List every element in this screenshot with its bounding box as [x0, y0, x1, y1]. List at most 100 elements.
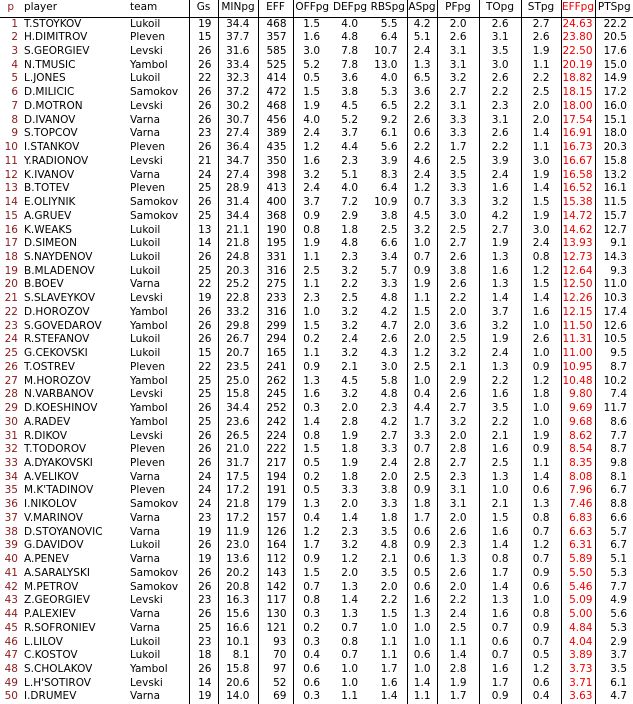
table-row: 23 S.GOVEDAROV Yambol 26 29.8 299 1.5 3.2 4.7 2.0…	[0, 319, 633, 334]
cell-effpg: 9.69	[560, 402, 595, 416]
header-aspg[interactable]: ASpg	[406, 0, 437, 18]
cell-gs: 23	[188, 635, 218, 650]
cell-eff: 70	[257, 649, 293, 663]
cell-p: 23	[4, 319, 18, 332]
cell-player: L.JONES	[24, 72, 66, 85]
header-player[interactable]: player	[20, 0, 128, 18]
cell-team: Yambol	[130, 402, 168, 415]
cell-pfpg: 2.5	[436, 223, 479, 238]
cell-p: 9	[11, 127, 18, 140]
cell-topg: 3.7	[478, 305, 521, 320]
cell-pfpg: 1.9	[436, 676, 479, 691]
cell-stpg: 1.4	[520, 127, 561, 142]
cell-p: 11	[4, 154, 18, 167]
header-rbspg[interactable]: RBSpg	[369, 0, 407, 18]
cell-aspg: 6.5	[406, 72, 437, 87]
cell-defpg: 3.6	[341, 72, 358, 85]
cell-rbspg: 1.4	[380, 690, 398, 703]
cell-rbspg: 3.5	[380, 525, 398, 538]
cell-aspg: 4.5	[406, 209, 437, 224]
cell-ptspg: 8.7	[594, 360, 633, 375]
cell-stpg: 3.0	[520, 154, 561, 169]
cell-player: H.DIMITROV	[24, 31, 88, 44]
cell-gs: 26	[188, 113, 218, 128]
cell-minpg: 29.8	[217, 319, 258, 334]
table-row: 27 M.HOROZOV Yambol 25 25.0 262 1.3 4.5 5.8 1.0 2.…	[0, 374, 633, 389]
header-minpg[interactable]: MINpg	[217, 0, 258, 18]
cell-eff: 164	[257, 539, 293, 554]
cell-p: 5	[11, 72, 18, 85]
cell-eff: 142	[257, 580, 293, 595]
cell-player: S.CHOLAKOV	[24, 663, 93, 675]
cell-pfpg: 3.6	[436, 319, 479, 334]
cell-effpg: 7.96	[560, 484, 595, 499]
cell-effpg: 16.58	[560, 168, 595, 183]
header-offpg[interactable]: OFFpg	[292, 0, 331, 18]
cell-eff: 126	[257, 525, 293, 540]
cell-stpg: 1.3	[520, 498, 561, 512]
cell-gs: 25	[188, 374, 218, 389]
cell-gs: 26	[188, 141, 218, 155]
cell-minpg: 34.4	[217, 402, 258, 416]
cell-offpg: 1.1	[292, 250, 331, 265]
cell-p: 46	[4, 635, 18, 648]
cell-team: Varna	[130, 278, 161, 291]
cell-topg: 2.2	[478, 415, 521, 430]
cell-rbspg: 3.4	[380, 250, 398, 263]
header-p[interactable]: p	[0, 0, 20, 18]
cell-player: D.HOROZOV	[24, 305, 90, 318]
cell-effpg: 11.31	[560, 333, 595, 348]
cell-p: 47	[4, 649, 18, 662]
table-row: 3 S.GEORGIEV Levski 26 31.6 585 3.0 7.8 10.7 2.4 3…	[0, 44, 633, 59]
cell-topg: 1.6	[478, 662, 521, 677]
cell-minpg: 25.0	[217, 374, 258, 389]
cell-player: R.SOFRONIEV	[24, 621, 96, 634]
cell-effpg: 12.73	[560, 250, 595, 265]
cell-offpg: 0.3	[292, 635, 331, 650]
cell-eff: 299	[257, 319, 293, 334]
cell-p: 30	[4, 415, 18, 428]
cell-rbspg: 6.4	[380, 182, 398, 195]
header-ptspg[interactable]: PTSpg	[594, 0, 633, 18]
cell-aspg: 2.5	[406, 470, 437, 485]
table-row: 10 I.STANKOV Pleven 26 36.4 435 1.2 4.4 5.6 2.2 1.…	[0, 141, 633, 155]
cell-defpg: 1.3	[341, 580, 358, 593]
cell-rbspg: 2.0	[380, 470, 398, 483]
cell-pfpg: 3.0	[436, 209, 479, 224]
cell-gs: 22	[188, 360, 218, 375]
cell-effpg: 24.63	[560, 17, 595, 32]
header-topg[interactable]: TOpg	[478, 0, 521, 18]
cell-defpg: 2.0	[341, 402, 358, 415]
header-team[interactable]: team	[128, 0, 189, 18]
header-defpg[interactable]: DEFpg	[331, 0, 369, 18]
cell-team: Levski	[130, 154, 163, 167]
cell-stpg: 1.1	[520, 58, 561, 73]
cell-ptspg: 6.7	[594, 539, 633, 554]
cell-eff: 414	[257, 72, 293, 87]
cell-effpg: 16.91	[560, 127, 595, 142]
cell-gs: 25	[188, 621, 218, 636]
cell-minpg: 16.3	[217, 594, 258, 609]
cell-aspg: 1.6	[406, 594, 437, 609]
cell-gs: 26	[188, 566, 218, 581]
cell-topg: 3.9	[478, 154, 521, 169]
cell-stpg: 0.6	[520, 580, 561, 595]
header-pfpg[interactable]: PFpg	[436, 0, 479, 18]
cell-gs: 19	[188, 292, 218, 306]
cell-aspg: 2.4	[406, 168, 437, 183]
header-gs[interactable]: Gs	[188, 0, 218, 18]
header-eff[interactable]: EFF	[257, 0, 293, 18]
cell-team: Varna	[130, 621, 161, 634]
cell-team: Yambol	[130, 305, 168, 318]
cell-eff: 194	[257, 470, 293, 485]
table-row: 26 T.OSTREV Pleven 22 23.5 241 0.9 2.1 3.0 2.5 2.1…	[0, 360, 633, 375]
header-stpg[interactable]: STpg	[520, 0, 561, 18]
cell-player: I.STANKOV	[24, 141, 80, 154]
cell-player: B.TOTEV	[24, 182, 70, 195]
cell-team: Levski	[130, 594, 163, 607]
cell-team: Samokov	[130, 86, 179, 99]
header-effpg[interactable]: EFFpg	[560, 0, 595, 18]
cell-defpg: 3.2	[341, 264, 358, 277]
table-row: 36 I.NIKOLOV Samokov 24 21.8 179 1.3 2.0 3.3 1.8 3…	[0, 498, 633, 512]
cell-offpg: 0.9	[292, 553, 331, 567]
